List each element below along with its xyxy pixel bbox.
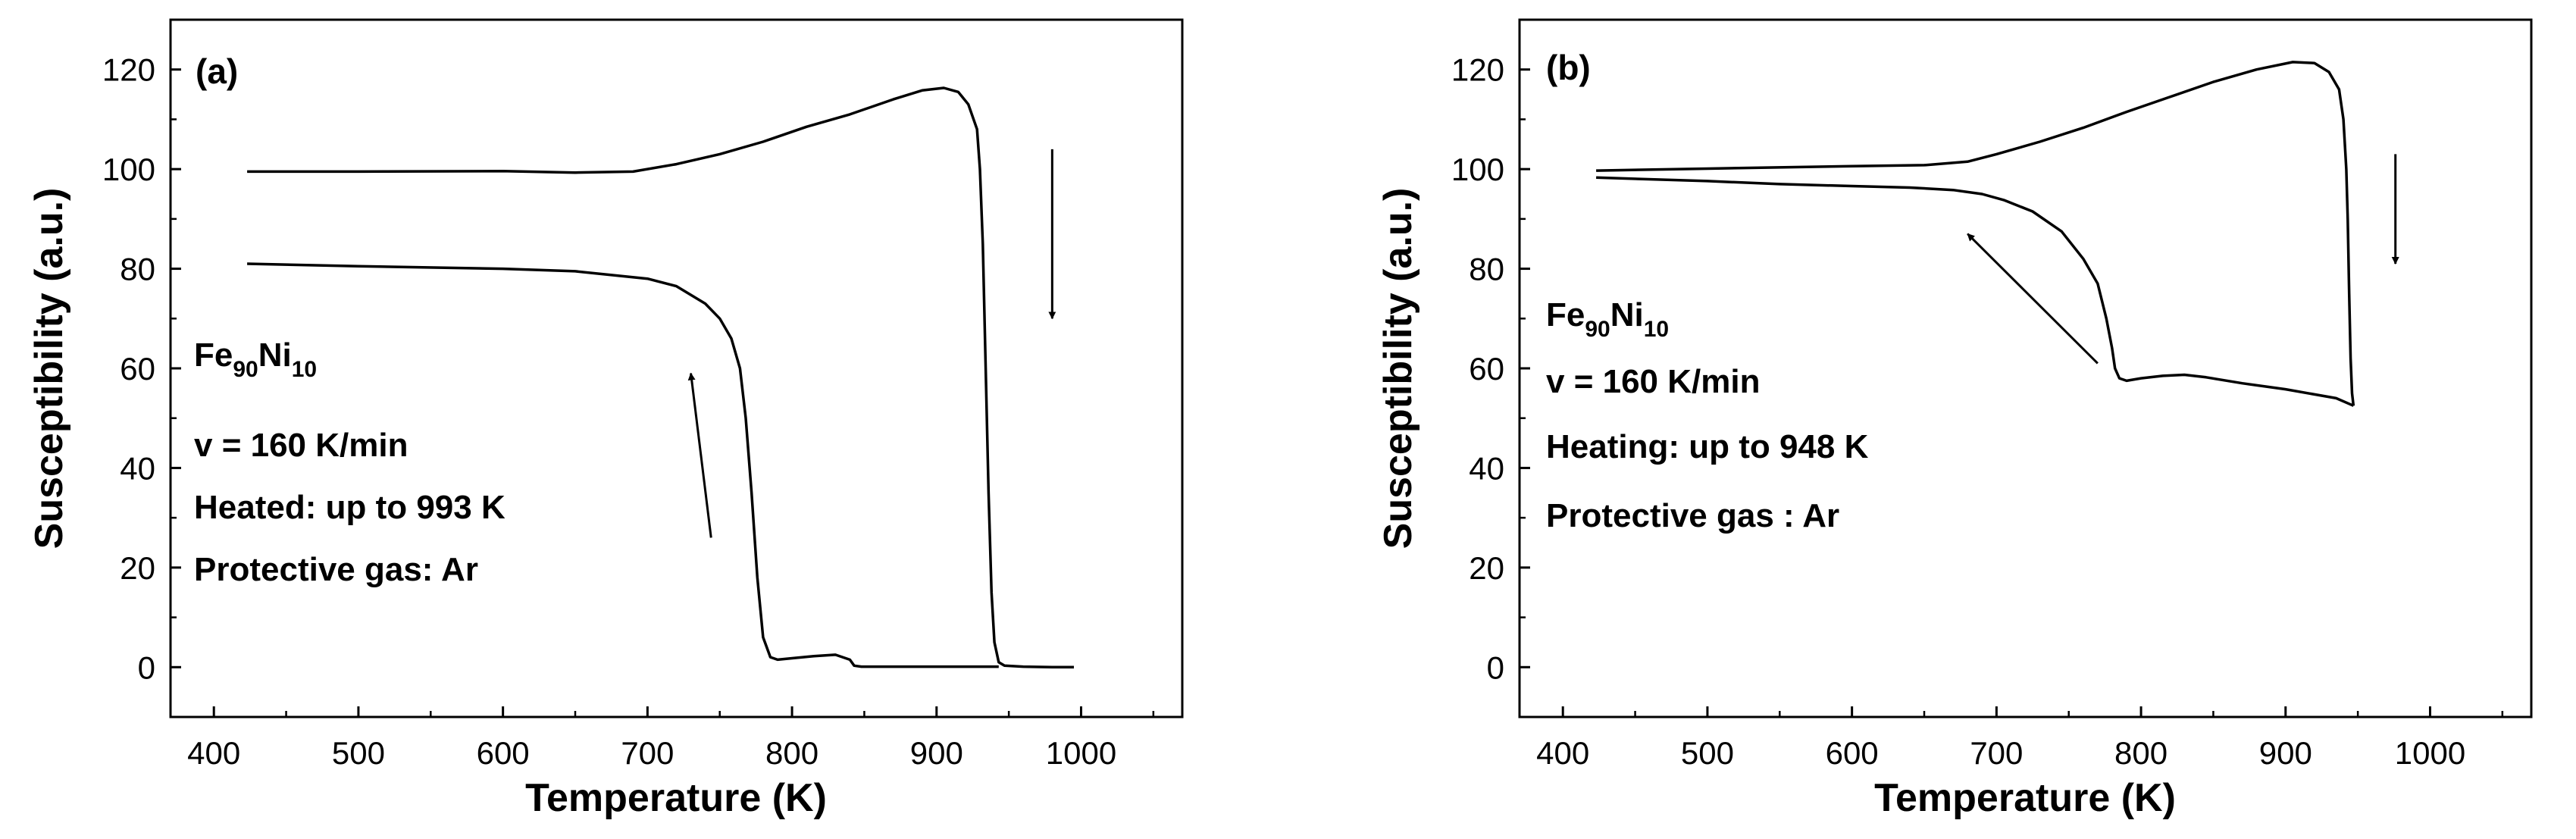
- x-tick-label: 500: [1681, 735, 1734, 771]
- arrow-group: [687, 149, 1056, 538]
- arrow-up-left: [1967, 233, 2099, 365]
- x-tick-label: 600: [477, 735, 530, 771]
- x-tick-label: 400: [1536, 735, 1589, 771]
- series-heating-line: [247, 86, 1074, 669]
- y-tick-label: 20: [1469, 550, 1504, 586]
- gas-label: Protective gas: Ar: [194, 551, 478, 588]
- y-tick-label: 120: [102, 52, 155, 88]
- x-tick-label: 500: [332, 735, 385, 771]
- y-axis-title: Susceptibility (a.u.): [27, 188, 71, 549]
- plot-frame: [169, 18, 1184, 718]
- x-axis: 400 500 600 700 800 900 1000: [187, 706, 1155, 771]
- x-tick-label: 700: [1970, 735, 2023, 771]
- x-axis: 400 500 600 700 800 900 1000: [1536, 706, 2504, 771]
- rate-label: v = 160 K/min: [1546, 363, 1760, 400]
- y-tick-label: 40: [120, 450, 155, 486]
- x-tick-label: 1000: [1046, 735, 1116, 771]
- heating-label: Heating: up to 948 K: [1546, 428, 1869, 465]
- x-tick-label: 900: [910, 735, 963, 771]
- x-tick-label: 900: [2259, 735, 2312, 771]
- y-tick-label: 40: [1469, 450, 1504, 486]
- series-heating-line: [1596, 61, 2355, 406]
- y-tick-label: 60: [1469, 351, 1504, 387]
- panel-label: (b): [1546, 48, 1591, 87]
- y-tick-label: 60: [120, 351, 155, 387]
- series-cooling-line: [1596, 176, 2355, 407]
- y-tick-label: 120: [1451, 52, 1504, 88]
- arrow-up: [687, 372, 712, 538]
- x-tick-label: 800: [2114, 735, 2168, 771]
- x-axis-title: Temperature (K): [1874, 776, 2176, 820]
- y-axis-title: Susceptibility (a.u.): [1376, 188, 1420, 549]
- x-tick-label: 400: [187, 735, 240, 771]
- y-tick-label: 0: [1487, 650, 1504, 685]
- x-tick-label: 800: [765, 735, 818, 771]
- chart-panel-a: 400 500 600 700 800 900 1000 0 20 40 60 80 100 120 (…: [27, 18, 1184, 820]
- y-axis: 0 20 40 60 80 100 120: [1451, 52, 1530, 685]
- x-tick-label: 1000: [2395, 735, 2465, 771]
- y-tick-label: 80: [120, 252, 155, 287]
- x-tick-label: 700: [621, 735, 674, 771]
- alloy-label: Fe90Ni10: [1546, 296, 1669, 342]
- chart-panel-b: 400 500 600 700 800 900 1000 0 20 40 60 80 100 120 (…: [1376, 18, 2533, 820]
- y-tick-label: 100: [102, 152, 155, 187]
- y-axis: 0 20 40 60 80 100 120: [102, 52, 181, 685]
- y-tick-label: 0: [138, 650, 155, 685]
- heating-label: Heated: up to 993 K: [194, 489, 505, 526]
- x-tick-label: 600: [1826, 735, 1879, 771]
- series-group: [1596, 61, 2355, 407]
- gas-label: Protective gas : Ar: [1546, 497, 1839, 534]
- alloy-label: Fe90Ni10: [194, 337, 317, 382]
- x-axis-title: Temperature (K): [525, 776, 827, 820]
- y-tick-label: 80: [1469, 252, 1504, 287]
- panel-label: (a): [196, 52, 238, 91]
- arrow-group: [1967, 154, 2399, 365]
- series-cooling-line: [247, 262, 999, 668]
- series-group: [247, 86, 1074, 669]
- y-tick-label: 20: [120, 550, 155, 586]
- rate-label: v = 160 K/min: [194, 427, 408, 464]
- y-tick-label: 100: [1451, 152, 1504, 187]
